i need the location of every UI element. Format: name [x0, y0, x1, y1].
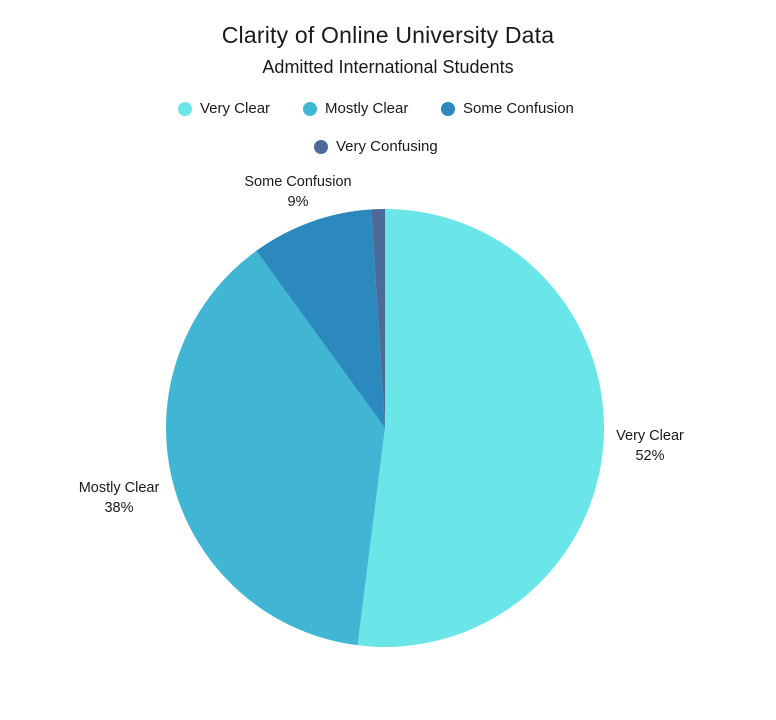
legend-swatch-very-clear: [178, 101, 192, 116]
legend-item-very-confusing[interactable]: Very Confusing: [314, 138, 438, 155]
slice-label-name-very-clear: Very Clear: [616, 428, 684, 444]
slice-label-value-some-confusion: 9%: [288, 194, 309, 210]
legend-label-some-confusion: Some Confusion: [463, 100, 574, 117]
legend-swatch-very-confusing: [314, 139, 328, 154]
chart-subtitle: Admitted International Students: [262, 57, 514, 77]
legend-swatch-some-confusion: [441, 101, 455, 116]
legend-swatch-mostly-clear: [303, 101, 317, 116]
legend-item-some-confusion[interactable]: Some Confusion: [441, 100, 574, 117]
legend-item-mostly-clear[interactable]: Mostly Clear: [303, 100, 408, 117]
legend-item-very-clear[interactable]: Very Clear: [178, 100, 270, 117]
legend-label-very-clear: Very Clear: [200, 100, 271, 117]
pie-slice-very-confusing[interactable]: [371, 209, 385, 428]
pie-slice-mostly-clear[interactable]: [165, 250, 385, 646]
slice-label-value-very-clear: 52%: [635, 448, 664, 464]
slice-label-value-mostly-clear: 38%: [104, 500, 133, 516]
chart-title: Clarity of Online University Data: [221, 22, 555, 48]
pie-slice-very-clear[interactable]: [357, 209, 604, 647]
legend-label-mostly-clear: Mostly Clear: [325, 100, 409, 117]
slice-label-name-some-confusion: Some Confusion: [244, 174, 351, 190]
slice-label-name-mostly-clear: Mostly Clear: [79, 480, 160, 496]
legend-label-very-confusing: Very Confusing: [336, 138, 438, 155]
pie-slice-some-confusion[interactable]: [256, 209, 385, 428]
